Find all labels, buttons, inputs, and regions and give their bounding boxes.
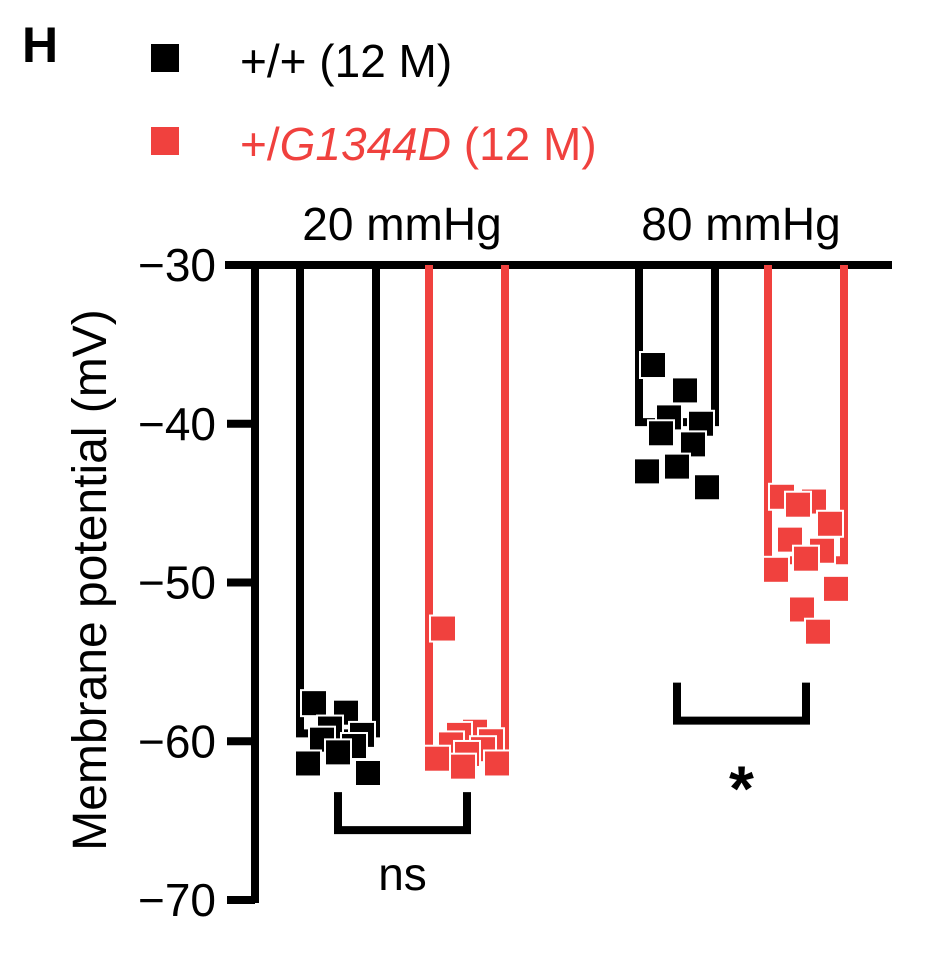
category-label-80-mmhg: 80 mmHg [641, 198, 840, 250]
legend-label-mutant: +/G1344D (12 M) [240, 118, 597, 170]
y-tick-label: −50 [138, 557, 216, 609]
legend-label-wild-type: +/+ (12 M) [240, 35, 452, 87]
data-point-wt-0 [354, 759, 382, 787]
data-points [294, 351, 850, 787]
category-label-20-mmhg: 20 mmHg [302, 198, 501, 250]
data-point-mut-0 [483, 749, 511, 778]
data-point-wt-0 [300, 689, 328, 718]
data-point-mut-0 [423, 744, 451, 773]
significance-brackets: ns * [334, 682, 810, 900]
y-tick-label: −70 [138, 874, 216, 926]
data-point-wt-1 [639, 351, 667, 380]
bar-wt-0 [296, 265, 380, 738]
data-point-mut-0 [429, 614, 457, 643]
legend-marker-wild-type [151, 44, 179, 72]
data-point-mut-1 [792, 544, 820, 573]
data-point-mut-0 [449, 752, 477, 781]
data-point-wt-1 [647, 419, 675, 448]
data-point-mut-1 [784, 490, 812, 519]
y-tick-label: −40 [138, 398, 216, 450]
data-point-wt-0 [294, 749, 322, 778]
panel-label: H [22, 17, 58, 73]
legend: +/+ (12 M) +/G1344D (12 M) [151, 35, 597, 170]
data-point-wt-1 [633, 457, 661, 486]
significance-bracket [673, 682, 810, 725]
data-point-wt-1 [679, 430, 707, 459]
significance-label: ns [378, 848, 427, 900]
data-point-mut-1 [762, 555, 790, 584]
data-point-wt-1 [663, 452, 691, 481]
legend-marker-mutant [151, 127, 179, 155]
y-axis-label: Membrane potential (mV) [64, 309, 117, 851]
significance-label: * [729, 753, 754, 825]
bar-mut-0 [425, 265, 509, 763]
data-point-mut-1 [804, 617, 832, 646]
data-point-wt-1 [671, 376, 699, 405]
y-tick-label: −60 [138, 715, 216, 767]
y-ticks: −30 −40 −50 −60 −70 [138, 239, 255, 926]
data-point-mut-1 [822, 574, 850, 603]
data-point-mut-1 [816, 509, 844, 538]
data-point-wt-0 [324, 738, 352, 767]
bars [296, 265, 848, 763]
significance-bracket [334, 792, 471, 835]
data-point-wt-1 [693, 473, 721, 502]
y-tick-label: −30 [138, 239, 216, 291]
